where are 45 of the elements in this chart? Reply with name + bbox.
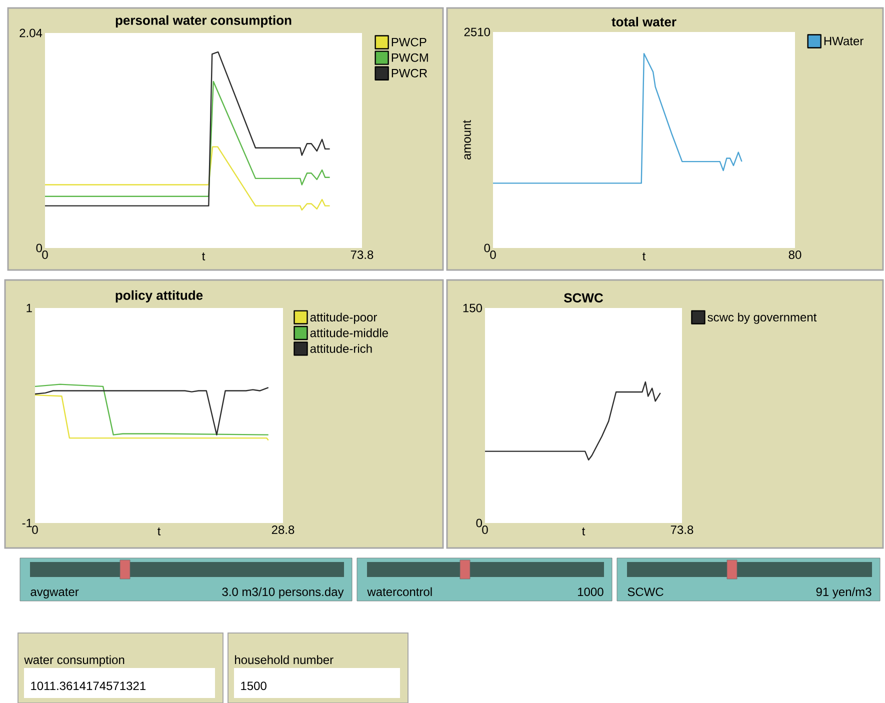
legend-label: attitude-rich [310, 344, 372, 353]
x-axis-title: t [202, 252, 206, 260]
legend-label: scwc by government [708, 312, 817, 324]
line-series [493, 52, 742, 184]
text: 91 yen/m3 [816, 587, 872, 598]
line-series [45, 51, 330, 206]
text: 1011.3614174571321 [31, 682, 146, 690]
y-tick-label: 1 [26, 304, 32, 312]
legend-label: PWCM [392, 53, 428, 62]
y-axis-title: amount [463, 120, 471, 160]
chart-title: SCWC [564, 293, 604, 302]
text: 1000 [578, 588, 604, 596]
x-tick-label: 80 [788, 250, 802, 260]
line-series [45, 146, 330, 211]
legend-label: PWCR [392, 68, 428, 78]
text: watercontrol [367, 587, 432, 596]
text: 1500 [241, 682, 266, 690]
chart-title: policy attitude [116, 290, 203, 302]
text: water consumption [24, 655, 124, 666]
line-series [35, 394, 269, 441]
text: 3.0 m3/10 persons.day [222, 587, 344, 598]
text: SCWC [628, 588, 664, 596]
x-tick-label: 73.8 [670, 526, 694, 534]
text: household number [235, 655, 334, 664]
legend-label: attitude-poor [310, 312, 378, 324]
line-series [485, 381, 661, 461]
text: avgwater [30, 588, 79, 598]
legend-label: PWCP [392, 38, 426, 46]
x-tick-label: 0 [42, 250, 48, 260]
y-tick-label: -1 [22, 518, 32, 528]
x-axis-title: t [642, 252, 646, 260]
x-tick-label: 28.8 [272, 526, 294, 534]
x-axis-title: t [158, 528, 161, 536]
y-tick-label: 2.04 [20, 28, 42, 38]
chart-title: personal water consumption [116, 15, 292, 28]
x-tick-label: 73.8 [350, 250, 374, 260]
line-series [45, 80, 330, 197]
y-tick-label: 0 [476, 518, 482, 528]
legend-label: HWater [824, 36, 864, 46]
x-tick-label: 0 [490, 250, 496, 260]
chart-title: total water [612, 16, 676, 26]
y-tick-label: 2510 [464, 28, 490, 36]
y-tick-label: 150 [463, 304, 482, 312]
x-axis-title: t [582, 528, 586, 536]
legend-label: attitude-middle [310, 328, 388, 338]
